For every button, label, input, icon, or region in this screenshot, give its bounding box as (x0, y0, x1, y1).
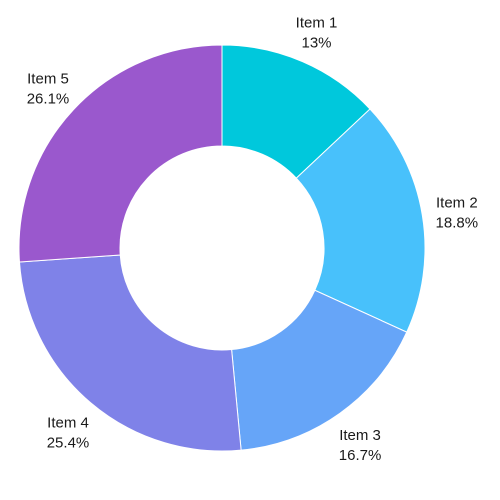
donut-slice-item-4 (18, 254, 242, 452)
slice-category-label: Item 4 (47, 414, 89, 431)
slice-category-label: Item 3 (339, 427, 381, 444)
donut-slice-item-3 (231, 289, 408, 451)
slice-category-label: Item 5 (27, 71, 69, 88)
slice-label-item-4: Item 4 25.4% (47, 414, 90, 451)
slice-category-label: Item 2 (436, 194, 478, 211)
slice-value-label: 25.4% (47, 434, 90, 451)
slice-label-item-2: Item 2 18.8% (436, 194, 479, 231)
slice-value-label: 13% (302, 35, 332, 52)
slice-category-label: Item 1 (296, 15, 338, 32)
slice-value-label: 18.8% (436, 214, 479, 231)
slices-layer (18, 44, 426, 452)
donut-slice-item-2 (295, 108, 426, 333)
labels-layer: Item 1 13% Item 2 18.8% Item 3 16.7% Item 4 25.… (27, 15, 478, 464)
slice-value-label: 26.1% (27, 91, 70, 108)
slice-label-item-3: Item 3 16.7% (339, 427, 382, 464)
slice-value-label: 16.7% (339, 447, 382, 464)
slice-label-item-5: Item 5 26.1% (27, 71, 70, 108)
donut-slice-item-5 (18, 44, 223, 263)
slice-label-item-1: Item 1 13% (296, 15, 338, 52)
